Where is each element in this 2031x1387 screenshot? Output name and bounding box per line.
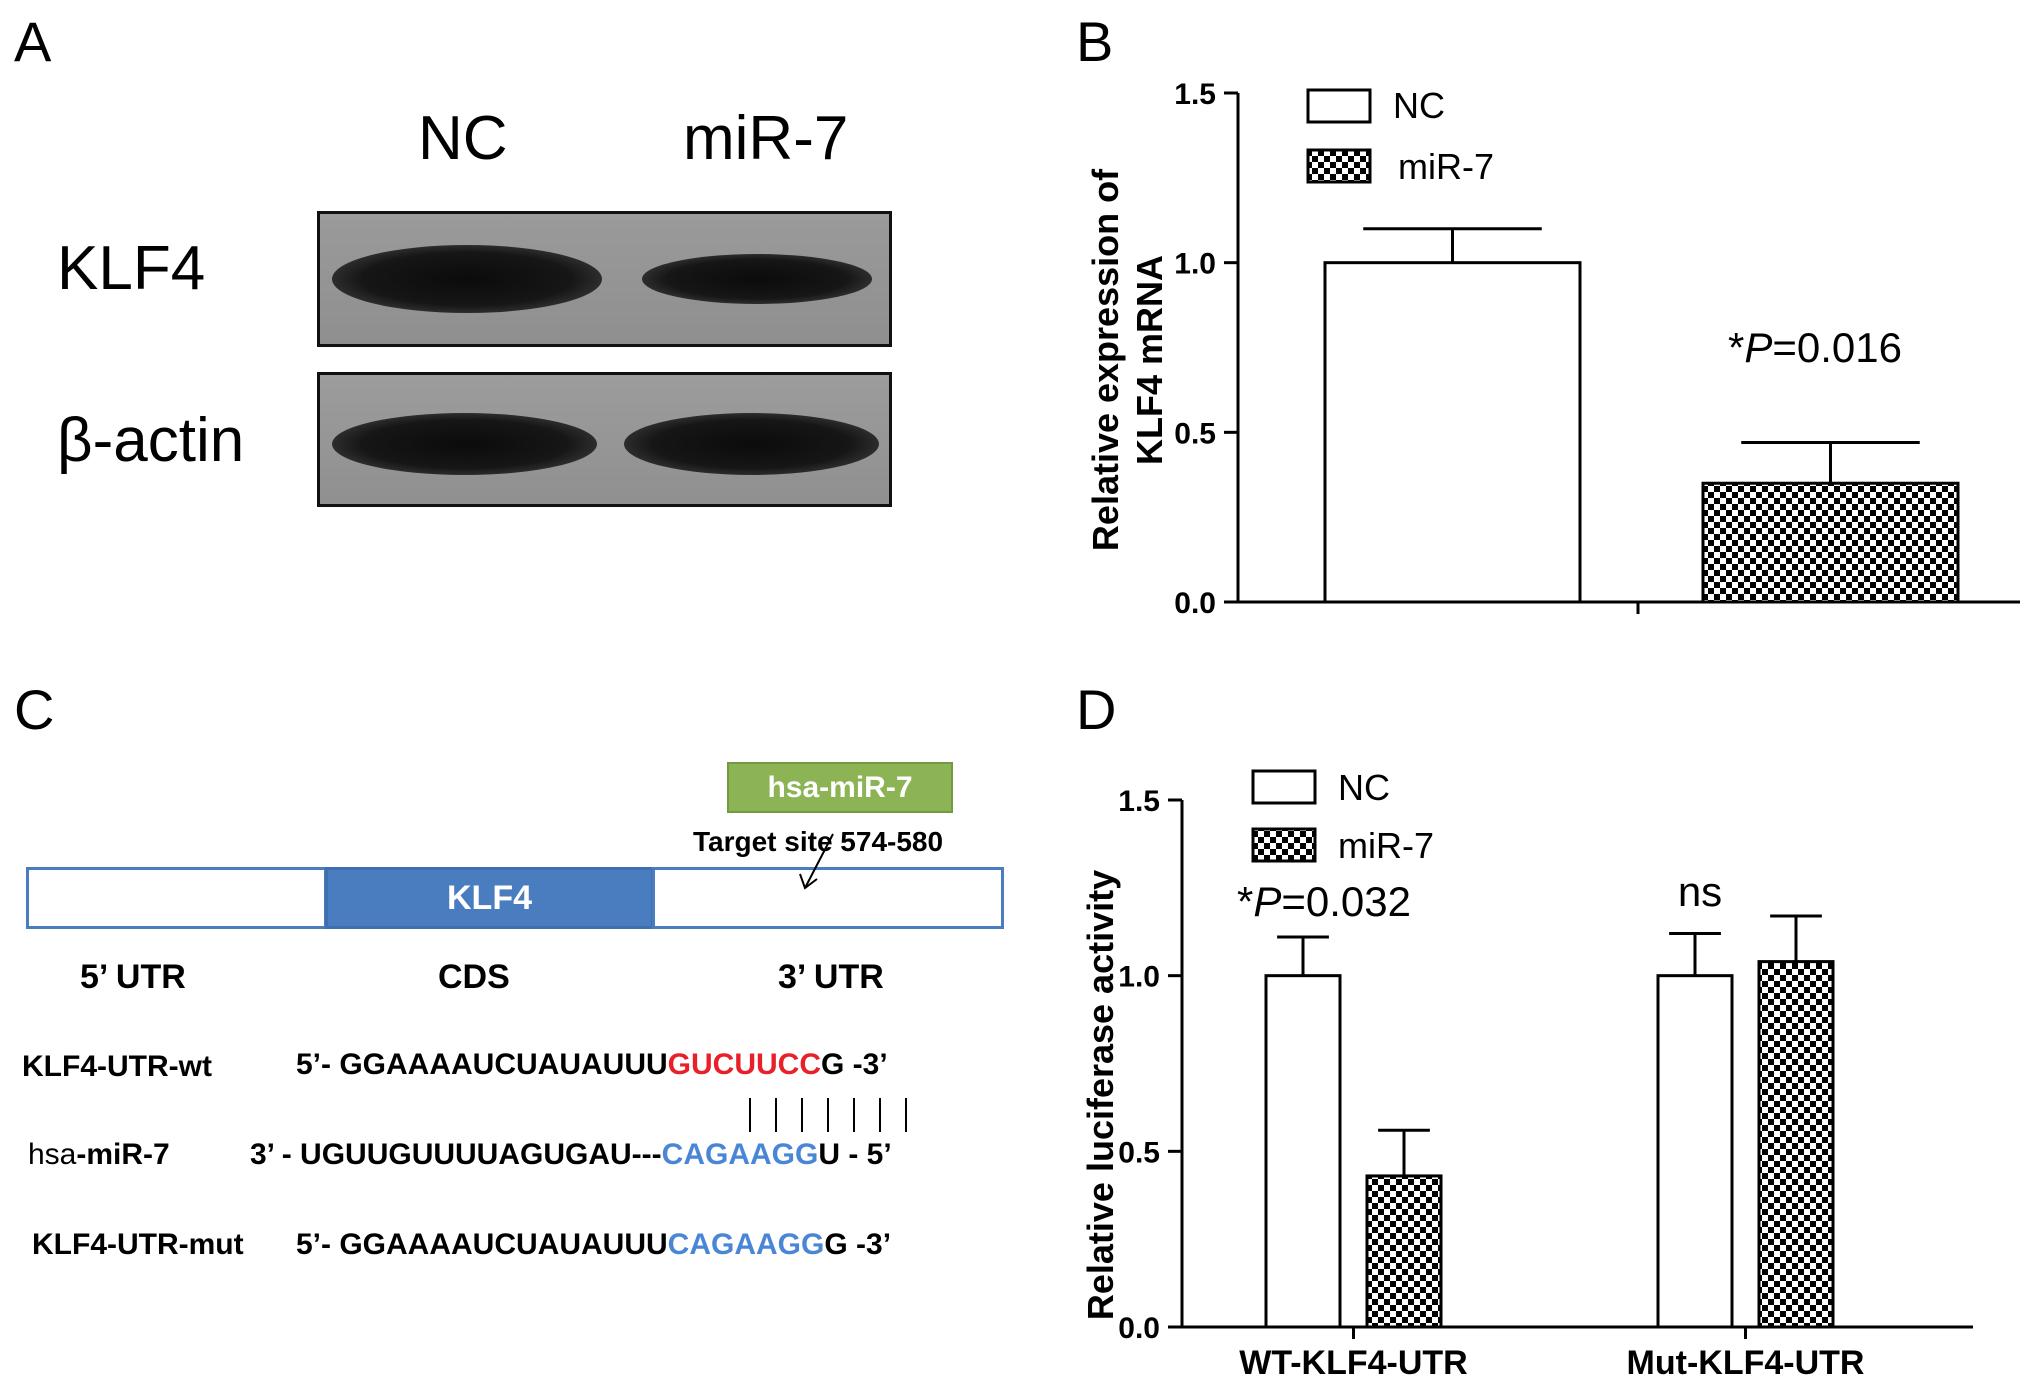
region-label-5utr: 5’ UTR xyxy=(80,958,186,996)
seq-mut: 5’- GGAAAAUCUAUAUUUCAGAAGGG -3’ xyxy=(296,1230,891,1260)
seq-mir-prefix: 3’ - UGUUGUUUUAGUGAU--- xyxy=(250,1138,662,1171)
b-annotation-p: P xyxy=(1744,324,1772,371)
utr-3-box xyxy=(652,867,1004,929)
chart-d: 0.0 0.5 1.0 1.5 WT-KLF4-UTR Mut-KLF4-UTR Rela… xyxy=(1080,767,1973,1382)
d-bar-mir-7-0 xyxy=(1365,1174,1443,1329)
b-bar-nc xyxy=(1323,261,1582,604)
d-xtick-label: Mut-KLF4-UTR xyxy=(1627,1344,1865,1382)
b-annotation: *P=0.016 xyxy=(1728,324,1902,371)
panel-label-d: D xyxy=(1076,678,1117,741)
b-bar-mir-7 xyxy=(1701,481,1960,604)
d-annotation-1-p: P xyxy=(1253,878,1281,925)
seq-wt-suffix: G -3’ xyxy=(821,1048,888,1081)
d-legend-label-mir7: miR-7 xyxy=(1338,825,1434,866)
seq-wt: 5’- GGAAAAUCUAUAUUUGUCUUCCG -3’ xyxy=(296,1050,888,1080)
seq-mir-name-a: hsa xyxy=(28,1138,77,1171)
seq-wt-name: KLF4-UTR-wt xyxy=(22,1050,212,1083)
b-annotation-value: =0.016 xyxy=(1772,324,1902,371)
b-ytick-label: 1.5 xyxy=(1174,78,1216,111)
target-arrow-icon xyxy=(799,833,834,890)
d-ytick-label: 1.5 xyxy=(1118,785,1160,818)
cds-label: KLF4 xyxy=(447,879,532,917)
d-annotation-2: ns xyxy=(1678,868,1722,915)
d-ytick-label: 0.5 xyxy=(1118,1136,1160,1169)
seq-mut-suffix: G -3’ xyxy=(824,1228,892,1261)
row-label-actin: β-actin xyxy=(57,406,245,475)
seq-mir-site: CAGAAGG xyxy=(661,1138,819,1171)
seq-mir-name: hsa-miR-7 xyxy=(28,1140,170,1170)
pairing-lines xyxy=(749,1098,907,1132)
region-label-cds: CDS xyxy=(438,958,510,996)
panel-label-a: A xyxy=(14,10,52,73)
chart-b: 0.0 0.5 1.0 1.5 Relative expression of KLF4… xyxy=(1085,78,2020,620)
region-label-3utr: 3’ UTR xyxy=(778,958,884,996)
b-ytick-label: 0.5 xyxy=(1174,417,1216,450)
b-ytick-label: 1.0 xyxy=(1174,248,1216,281)
cds-box: KLF4 xyxy=(325,867,654,929)
seq-mut-site: CAGAAGG xyxy=(667,1228,825,1261)
b-legend-swatch-nc xyxy=(1306,88,1372,124)
b-legend-swatch-mir7 xyxy=(1306,148,1372,184)
d-annotation-1-star: * xyxy=(1237,878,1253,925)
band-actin-nc xyxy=(332,413,597,475)
target-site-label: Target site 574-580 xyxy=(693,826,944,857)
seq-wt-site: GUCUUCC xyxy=(667,1048,821,1081)
d-legend-swatch-nc xyxy=(1251,769,1317,805)
d-bar-mir-7-1 xyxy=(1757,960,1835,1329)
d-ytick-label: 1.0 xyxy=(1118,961,1160,994)
seq-mir-suffix: U - 5’ xyxy=(818,1138,892,1171)
d-legend-label-nc: NC xyxy=(1338,767,1390,808)
d-xtick-label: WT-KLF4-UTR xyxy=(1239,1344,1468,1382)
b-ylabel-line1: Relative expression of xyxy=(1085,168,1126,551)
blot-klf4 xyxy=(317,211,892,347)
band-klf4-nc xyxy=(332,245,602,313)
d-ylabel: Relative luciferase activity xyxy=(1080,870,1121,1320)
d-bar-nc-1 xyxy=(1656,974,1734,1329)
d-bar-nc-0 xyxy=(1264,974,1342,1329)
mirna-box: hsa-miR-7 xyxy=(727,762,953,813)
row-label-klf4: KLF4 xyxy=(57,234,206,303)
b-ytick-label: 0.0 xyxy=(1174,587,1216,620)
lane-label-mir7: miR-7 xyxy=(683,104,849,173)
d-ytick-label: 0.0 xyxy=(1118,1312,1160,1345)
band-klf4-mir7 xyxy=(642,254,872,304)
b-legend-label-mir7: miR-7 xyxy=(1398,146,1494,187)
b-ylabel-line2: KLF4 mRNA xyxy=(1129,255,1170,465)
utr-5-box xyxy=(26,867,327,929)
band-actin-mir7 xyxy=(624,413,879,475)
seq-mir: 3’ - UGUUGUUUUAGUGAU---CAGAAGGU - 5’ xyxy=(250,1140,892,1170)
blot-actin xyxy=(317,372,892,507)
b-legend-label-nc: NC xyxy=(1393,85,1445,126)
seq-wt-prefix: 5’- GGAAAAUCUAUAUUU xyxy=(296,1048,668,1081)
mirna-box-label: hsa-miR-7 xyxy=(767,771,913,804)
b-annotation-star: * xyxy=(1728,324,1744,371)
d-annotation-1: *P=0.032 xyxy=(1237,878,1411,925)
seq-mut-prefix: 5’- GGAAAAUCUAUAUUU xyxy=(296,1228,668,1261)
seq-mir-name-b: -miR-7 xyxy=(76,1138,170,1171)
panel-label-b: B xyxy=(1076,10,1114,73)
panel-label-c: C xyxy=(14,678,55,741)
lane-label-nc: NC xyxy=(418,104,508,173)
d-legend-swatch-mir7 xyxy=(1251,827,1317,863)
seq-mut-name: KLF4-UTR-mut xyxy=(32,1228,244,1261)
d-annotation-1-value: =0.032 xyxy=(1281,878,1411,925)
